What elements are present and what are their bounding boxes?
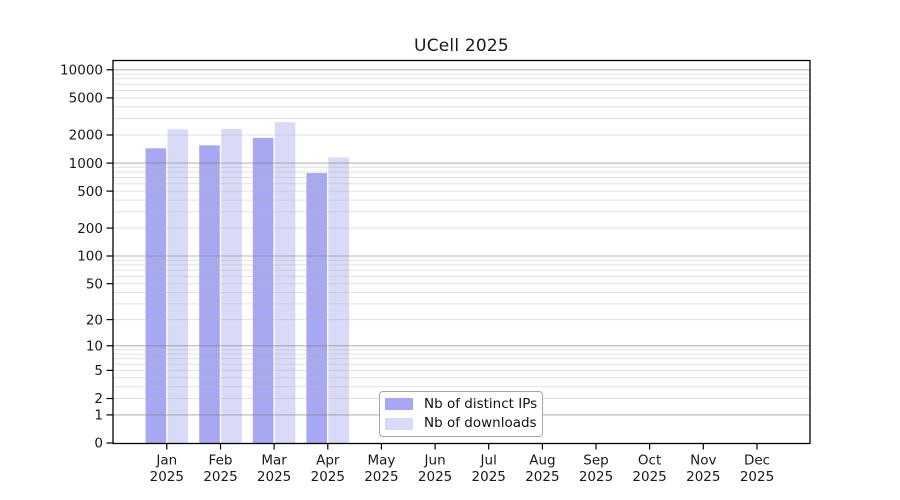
x-tick-year-sep: 2025 <box>579 469 613 485</box>
x-tick-label-jun: Jun <box>424 453 446 469</box>
y-tick-label-10: 10 <box>86 339 103 355</box>
x-tick-year-oct: 2025 <box>632 469 666 485</box>
y-tick-label-1: 1 <box>94 408 103 424</box>
y-tick-label-0: 0 <box>94 436 103 452</box>
bar-distinct-ips-mar <box>252 137 274 444</box>
x-tick-year-jun: 2025 <box>418 469 452 485</box>
legend-swatch-distinct-ips-icon <box>385 398 413 411</box>
y-tick-label-2000: 2000 <box>69 128 103 144</box>
legend: Nb of distinct IPs Nb of downloads <box>379 391 543 437</box>
bar-downloads-feb <box>221 129 242 444</box>
plot-frame <box>112 59 811 445</box>
x-tick-label-apr: Apr <box>316 453 340 469</box>
x-tick-label-dec: Dec <box>744 453 770 469</box>
legend-item-distinct-ips: Nb of distinct IPs <box>380 395 542 413</box>
x-tick-label-nov: Nov <box>690 453 716 469</box>
y-tick-label-200: 200 <box>77 221 103 237</box>
y-tick-label-50: 50 <box>86 276 103 292</box>
chart-title: UCell 2025 <box>414 36 509 56</box>
bar-distinct-ips-jan <box>145 148 167 444</box>
bar-distinct-ips-feb <box>199 145 220 444</box>
legend-label-downloads: Nb of downloads <box>424 414 537 431</box>
bar-downloads-apr <box>328 157 349 444</box>
y-tick-label-500: 500 <box>77 184 103 200</box>
x-tick-year-nov: 2025 <box>686 469 720 485</box>
x-tick-year-jan: 2025 <box>150 469 184 485</box>
x-tick-label-jul: Jul <box>480 453 497 469</box>
y-tick-label-10000: 10000 <box>60 63 103 79</box>
legend-item-downloads: Nb of downloads <box>380 415 542 433</box>
x-tick-year-aug: 2025 <box>525 469 559 485</box>
x-tick-year-mar: 2025 <box>257 469 291 485</box>
x-tick-year-dec: 2025 <box>740 469 774 485</box>
x-tick-label-sep: Sep <box>583 453 608 469</box>
y-tick-label-20: 20 <box>86 312 103 328</box>
x-tick-label-may: May <box>367 453 395 469</box>
legend-swatch-downloads-icon <box>385 417 413 430</box>
x-tick-label-aug: Aug <box>529 453 555 469</box>
y-tick-label-5: 5 <box>94 363 103 379</box>
x-tick-year-apr: 2025 <box>311 469 345 485</box>
y-tick-label-100: 100 <box>77 249 103 265</box>
bar-downloads-mar <box>274 122 296 444</box>
bar-downloads-jan <box>167 129 189 444</box>
x-tick-label-jan: Jan <box>155 453 177 469</box>
x-tick-label-feb: Feb <box>209 453 233 469</box>
bar-distinct-ips-apr <box>306 173 327 444</box>
x-tick-year-jul: 2025 <box>472 469 506 485</box>
y-tick-label-2: 2 <box>94 391 103 407</box>
y-tick-label-5000: 5000 <box>69 91 103 107</box>
y-tick-label-1000: 1000 <box>69 156 103 172</box>
x-tick-year-feb: 2025 <box>203 469 237 485</box>
x-tick-label-oct: Oct <box>638 453 661 469</box>
x-tick-year-may: 2025 <box>364 469 398 485</box>
legend-label-distinct-ips: Nb of distinct IPs <box>424 395 538 412</box>
x-tick-label-mar: Mar <box>261 453 287 469</box>
